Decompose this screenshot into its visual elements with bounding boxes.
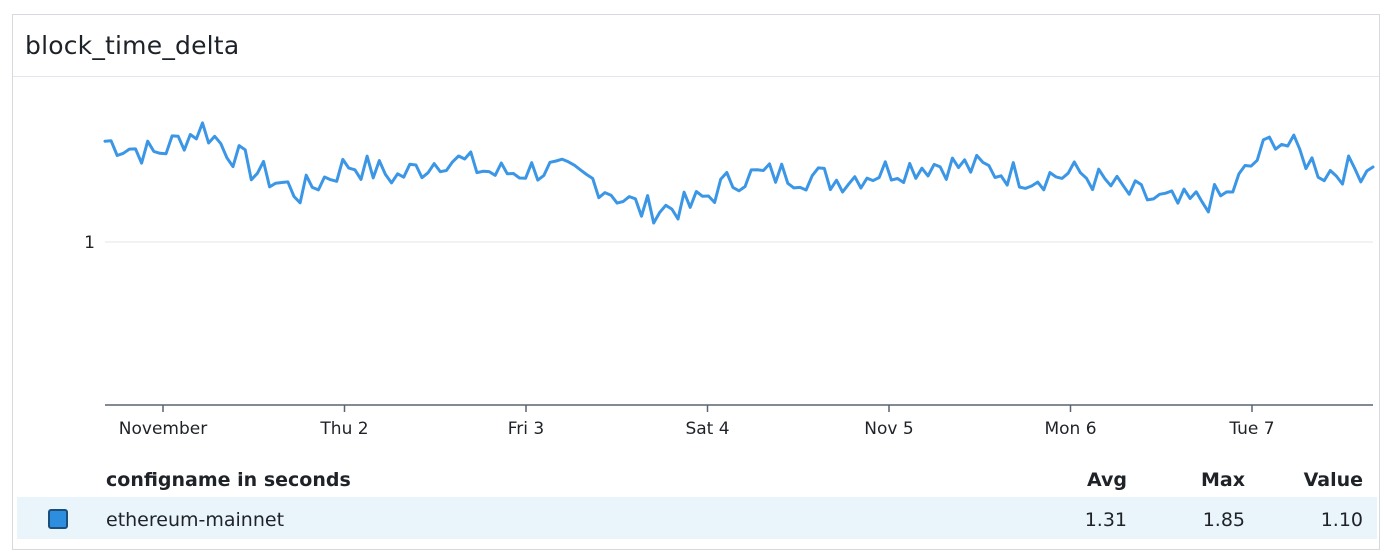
legend-header-max[interactable]: Max bbox=[1201, 469, 1245, 491]
legend-series-max: 1.85 bbox=[1202, 509, 1245, 531]
series-line-ethereum-mainnet bbox=[103, 121, 1375, 225]
legend-series-avg: 1.31 bbox=[1084, 509, 1127, 531]
timeseries-panel: block_time_delta 1 November Thu 2 Fri 3 Sat … bbox=[12, 14, 1380, 550]
legend-header-value[interactable]: Value bbox=[1303, 469, 1363, 491]
legend-header-name[interactable]: configname in seconds bbox=[106, 469, 351, 491]
series-color-swatch bbox=[48, 509, 68, 529]
panel-title: block_time_delta bbox=[25, 31, 240, 60]
x-tick-label: November bbox=[119, 419, 207, 439]
legend-row-ethereum-mainnet[interactable] bbox=[17, 497, 1377, 539]
x-tick-label: Tue 7 bbox=[1228, 419, 1274, 439]
legend-header-avg[interactable]: Avg bbox=[1086, 469, 1127, 491]
legend-series-value: 1.10 bbox=[1320, 509, 1363, 531]
y-tick-label: 1 bbox=[84, 233, 95, 253]
x-tick-label: Nov 5 bbox=[864, 419, 913, 439]
x-tick-label: Sat 4 bbox=[685, 419, 729, 439]
x-tick-label: Mon 6 bbox=[1044, 419, 1096, 439]
line-chart[interactable]: 1 November Thu 2 Fri 3 Sat 4 Nov 5 Mon 6 Tue 7 bbox=[13, 15, 1381, 465]
x-tick-label: Thu 2 bbox=[319, 419, 368, 439]
x-tick-label: Fri 3 bbox=[508, 419, 544, 439]
panel-header: block_time_delta bbox=[13, 15, 1379, 77]
legend-series-name: ethereum-mainnet bbox=[106, 509, 285, 531]
